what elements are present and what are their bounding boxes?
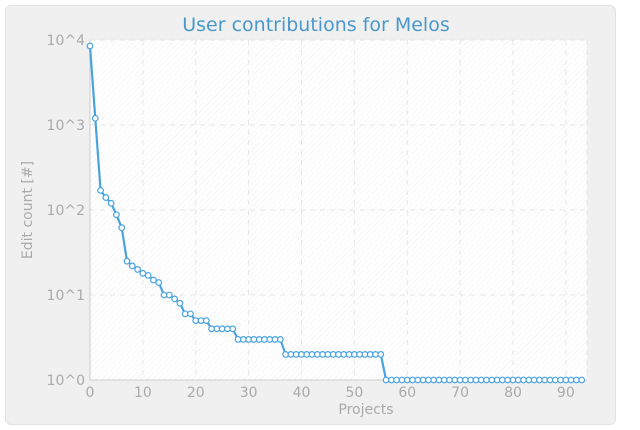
data-point [97,187,104,194]
x-tick-label: 60 [398,385,416,401]
data-point [171,295,178,303]
data-point [276,336,284,343]
x-tick-label: 50 [345,385,363,401]
data-point [578,376,586,384]
y-axis-label: Edit count [#] [20,161,36,259]
x-tick-label: 90 [557,385,575,401]
data-point [377,351,385,358]
x-tick-label: 70 [451,385,469,401]
data-point [134,266,141,273]
data-point [123,257,131,265]
y-tick-label: 10^1 [47,288,85,304]
x-tick-label: 0 [86,385,95,401]
data-point [155,279,163,286]
x-tick-label: 20 [187,385,205,401]
data-point [144,272,152,279]
y-tick-label: 10^2 [47,203,85,219]
tick-labels: 0 10 20 30 40 50 60 70 80 90 10^0 10^1 10^2 10^3 10^4 [47,33,575,401]
data-point [102,194,110,201]
y-tick-label: 10^3 [47,118,85,134]
data-point [91,114,99,122]
data-point [128,262,136,270]
data-point [150,276,157,284]
data-point [176,299,184,307]
data-point [113,211,120,219]
series [86,42,586,384]
data-point [107,199,115,207]
x-tick-label: 30 [240,385,258,401]
data-point [229,325,237,333]
data-point [118,224,126,232]
y-tick-label: 10^0 [47,373,85,389]
x-tick-label: 80 [504,385,522,401]
grid [90,39,588,380]
chart-title: User contributions for Melos [182,14,449,36]
data-point [86,42,94,50]
x-tick-label: 10 [134,385,152,401]
data-point [165,291,173,299]
x-tick-label: 40 [293,385,311,401]
x-axis-label: Projects [338,402,393,418]
data-point [187,310,194,318]
y-tick-label: 10^4 [47,33,86,49]
data-point [202,317,210,324]
